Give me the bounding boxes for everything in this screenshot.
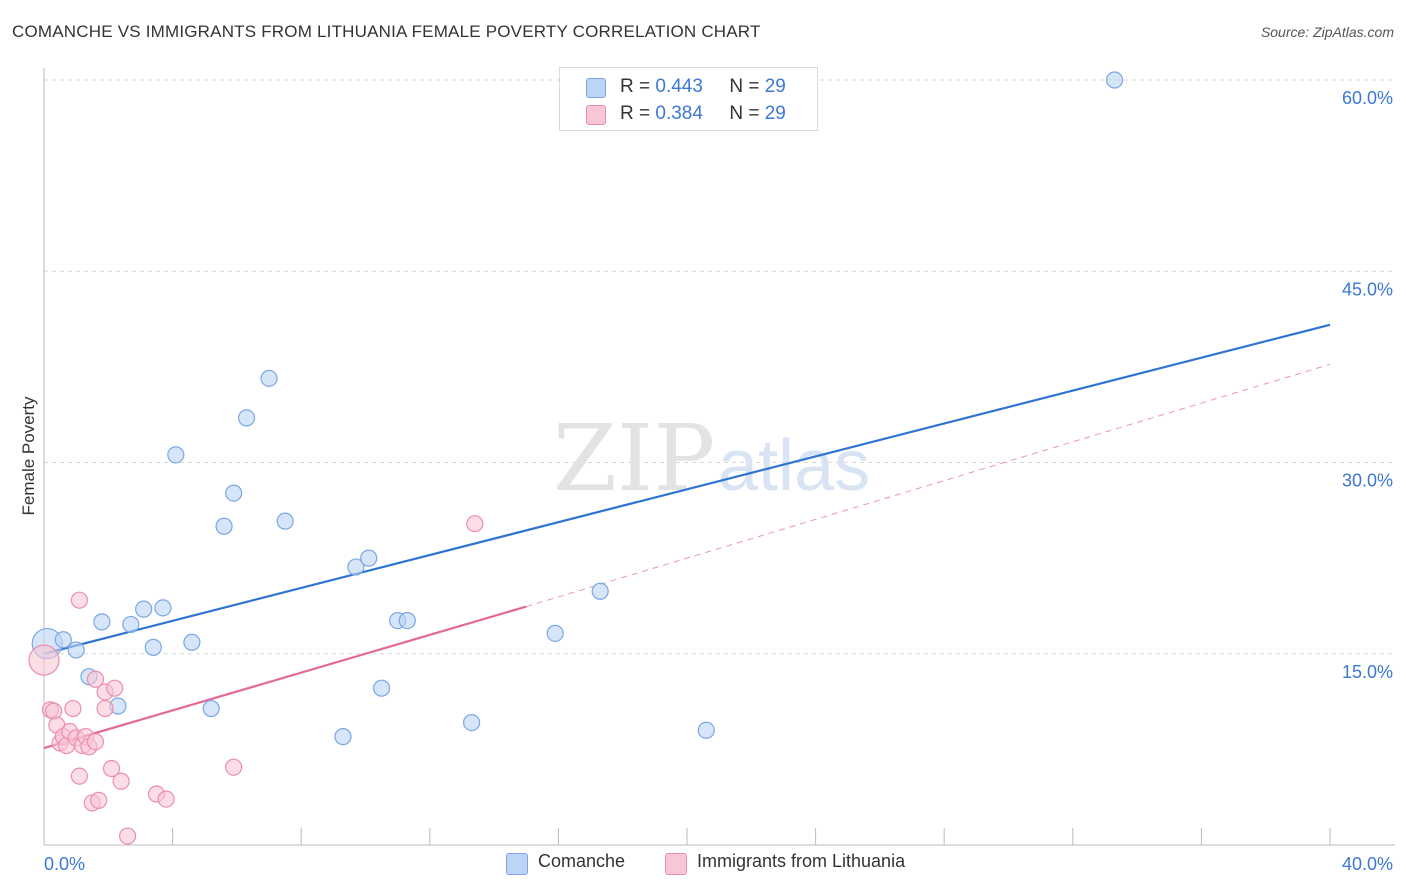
n-value: 29 [764, 76, 786, 97]
comanche-point [135, 600, 153, 618]
lithuania-point [45, 702, 63, 720]
n-label: N = [729, 103, 760, 124]
y-tick-label: 15.0% [1342, 662, 1393, 682]
r-label: R = [620, 103, 651, 124]
lithuania-point [96, 699, 114, 718]
r-value: 0.443 [655, 76, 703, 97]
comanche-point [167, 446, 185, 464]
lithuania-point [86, 670, 105, 688]
lithuania-point [64, 699, 82, 718]
lithuania-swatch [586, 105, 606, 125]
comanche-point [360, 549, 378, 567]
comanche-swatch [586, 78, 606, 98]
data-points [28, 71, 1124, 845]
lithuania-point [28, 644, 60, 676]
comanche-point [398, 611, 416, 630]
y-tick-label: 60.0% [1342, 88, 1393, 108]
comanche-point [122, 615, 140, 634]
trend-lines [43, 323, 1331, 750]
n-value: 29 [764, 103, 786, 124]
comanche-point [546, 624, 564, 642]
r-label: R = [620, 76, 651, 97]
chart-title: COMANCHE VS IMMIGRANTS FROM LITHUANIA FE… [12, 22, 761, 41]
legend-label: Immigrants from Lithuania [697, 851, 906, 871]
lithuania-point [90, 791, 108, 809]
r-value: 0.384 [655, 103, 703, 124]
trend-line [43, 323, 1331, 655]
comanche-point [54, 631, 72, 649]
lithuania-point [70, 767, 88, 785]
comanche-point [260, 369, 278, 387]
lithuania-point [86, 733, 105, 751]
x-tick-labels: 0.0% 40.0% [44, 854, 1393, 874]
comanche-point [334, 728, 352, 746]
comanche-point [154, 599, 172, 617]
comanche-point [462, 713, 481, 732]
comanche-point [276, 512, 294, 530]
comanche-point [144, 638, 162, 656]
n-label: N = [729, 76, 760, 97]
lithuania-swatch [665, 853, 687, 875]
lithuania-point [466, 515, 484, 533]
comanche-point [1105, 71, 1124, 89]
x-tick-label: 40.0% [1342, 854, 1393, 874]
correlation-legend: R = 0.443 N = 29 R = 0.384 N = 29 [559, 67, 818, 131]
lithuania-point [106, 679, 124, 697]
comanche-point [215, 517, 233, 535]
legend-label: Comanche [538, 851, 626, 871]
comanche-point [697, 721, 715, 739]
lithuania-point [102, 759, 121, 778]
watermark-atlas: atlas [718, 426, 870, 506]
y-tick-labels: 15.0% 30.0% 45.0% 60.0% [1342, 88, 1393, 682]
trend-line [43, 605, 527, 750]
watermark: ZIP atlas [553, 405, 870, 512]
x-tick-label: 0.0% [44, 854, 85, 874]
lithuania-point [225, 758, 243, 776]
y-axis-label: Female Poverty [19, 396, 38, 516]
lithuania-point [112, 772, 130, 790]
comanche-swatch [506, 853, 528, 875]
comanche-point [237, 409, 256, 427]
comanche-point [225, 484, 243, 502]
trend-extension [526, 363, 1331, 608]
comanche-point [372, 679, 391, 697]
comanche-point [202, 699, 220, 718]
lithuania-point [118, 827, 137, 845]
y-tick-label: 30.0% [1342, 471, 1393, 491]
comanche-point [347, 558, 365, 576]
lithuania-point [157, 790, 175, 808]
lithuania-point [70, 591, 88, 609]
grid-lines [44, 79, 1395, 655]
comanche-point [183, 633, 201, 651]
y-tick-label: 45.0% [1342, 279, 1393, 299]
comanche-point [67, 641, 85, 659]
comanche-point [93, 613, 111, 631]
watermark-zip: ZIP [553, 405, 715, 512]
source-credit: Source: ZipAtlas.com [1260, 24, 1394, 40]
comanche-point [591, 582, 609, 600]
